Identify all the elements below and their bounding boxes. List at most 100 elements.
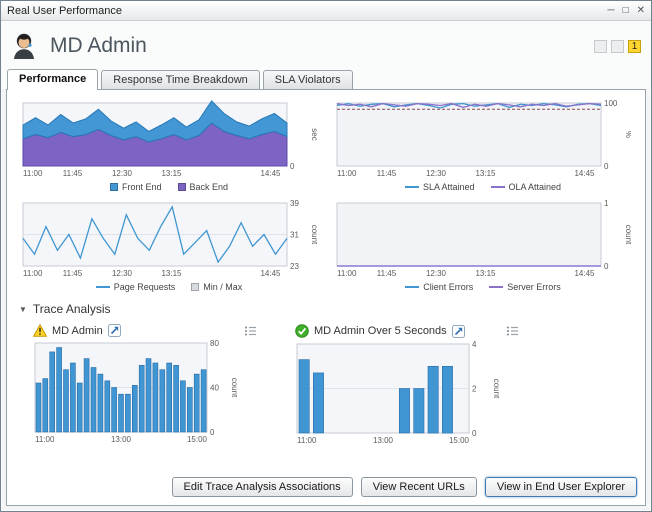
- svg-text:0: 0: [290, 162, 295, 171]
- svg-text:12:30: 12:30: [426, 169, 447, 178]
- view-in-end-user-explorer-button[interactable]: View in End User Explorer: [484, 477, 637, 497]
- page-requests-legend: Page Requests Min / Max: [95, 281, 242, 292]
- legend-item: Page Requests: [95, 281, 175, 292]
- minimize-icon[interactable]: ─: [607, 4, 615, 16]
- footer-button-bar: Edit Trace Analysis Associations View Re…: [7, 471, 645, 505]
- ok-icon: [295, 324, 309, 338]
- legend-item: Min / Max: [191, 281, 242, 292]
- svg-text:14:45: 14:45: [260, 169, 281, 178]
- tab-bar: Performance Response Time Breakdown SLA …: [1, 67, 651, 90]
- chart-menu-icon[interactable]: [244, 325, 257, 337]
- svg-text:13:00: 13:00: [373, 436, 394, 445]
- tab-performance[interactable]: Performance: [7, 69, 99, 90]
- svg-text:11:00: 11:00: [337, 169, 357, 178]
- svg-text:80: 80: [210, 340, 219, 348]
- response-time-chart: 0 11:00 11:45 12:30 13:15 14:45 sec: [22, 100, 317, 178]
- status-box-1: [594, 39, 607, 53]
- svg-text:11:45: 11:45: [63, 269, 83, 278]
- legend-swatch-icon: [109, 182, 118, 191]
- svg-text:13:00: 13:00: [111, 435, 132, 444]
- errors-chart: 0 1 11:00 11:45 12:30 13:15 14:45 count: [336, 200, 631, 278]
- performance-panel: 0 11:00 11:45 12:30 13:15 14:45 sec Front End B…: [6, 89, 646, 506]
- legend-swatch-icon: [405, 285, 420, 288]
- window-title: Real User Performance: [7, 4, 122, 17]
- chart-panel-errors: 0 1 11:00 11:45 12:30 13:15 14:45 count Client …: [333, 200, 633, 292]
- response-time-legend: Front End Back End: [109, 181, 228, 192]
- svg-text:11:00: 11:00: [23, 169, 43, 178]
- chart-panel-page-requests: 23 31 39 11:00 11:45 12:30 13:15 14:45 count Pag…: [19, 200, 319, 292]
- legend-item: Front End: [109, 181, 162, 192]
- svg-text:sec: sec: [310, 128, 317, 140]
- svg-text:count: count: [492, 379, 499, 399]
- tab-response-time-breakdown[interactable]: Response Time Breakdown: [101, 70, 260, 89]
- svg-text:11:00: 11:00: [35, 435, 55, 444]
- svg-text:14:45: 14:45: [260, 269, 281, 278]
- maximize-icon[interactable]: □: [622, 4, 629, 16]
- svg-text:11:45: 11:45: [63, 169, 83, 178]
- alert-count-badge[interactable]: 1: [628, 39, 641, 53]
- trace-over-5s-chart: 0 2 4 11:00 13:00 15:00 count: [296, 341, 499, 445]
- svg-text:11:45: 11:45: [377, 169, 397, 178]
- titlebar: Real User Performance ─ □ ✕: [1, 1, 651, 21]
- svg-text:4: 4: [472, 341, 477, 349]
- svg-text:14:45: 14:45: [574, 169, 595, 178]
- legend-item: SLA Attained: [404, 181, 475, 192]
- svg-text:11:00: 11:00: [337, 269, 357, 278]
- svg-text:12:30: 12:30: [112, 269, 133, 278]
- trace-analysis-label: Trace Analysis: [32, 302, 111, 316]
- svg-text:count: count: [310, 225, 317, 245]
- svg-text:12:30: 12:30: [426, 269, 447, 278]
- svg-text:0: 0: [604, 162, 609, 171]
- svg-text:13:15: 13:15: [161, 169, 182, 178]
- header: MD Admin 1: [1, 21, 651, 67]
- view-recent-urls-button[interactable]: View Recent URLs: [360, 477, 477, 497]
- user-avatar-icon: [11, 31, 41, 61]
- trace-panel-md-admin: MD Admin: [33, 324, 257, 445]
- svg-text:39: 39: [290, 200, 299, 208]
- svg-text:0: 0: [472, 429, 477, 438]
- warning-icon: [33, 324, 47, 337]
- trace-panel-md-admin-over-5s: MD Admin Over 5 Seconds: [295, 324, 519, 445]
- page-requests-chart: 23 31 39 11:00 11:45 12:30 13:15 14:45 count: [22, 200, 317, 278]
- drilldown-icon[interactable]: [451, 324, 465, 338]
- svg-text:11:00: 11:00: [297, 436, 317, 445]
- edit-trace-analysis-associations-button[interactable]: Edit Trace Analysis Associations: [171, 477, 353, 497]
- svg-text:12:30: 12:30: [112, 169, 133, 178]
- charts-grid: 0 11:00 11:45 12:30 13:15 14:45 sec Front End B…: [7, 90, 645, 296]
- svg-text:count: count: [230, 378, 237, 398]
- svg-text:%: %: [624, 131, 631, 138]
- svg-text:1: 1: [604, 200, 609, 208]
- tab-sla-violators[interactable]: SLA Violators: [262, 70, 353, 89]
- trace-chart-title: MD Admin Over 5 Seconds: [314, 325, 447, 337]
- chart-panel-response-time: 0 11:00 11:45 12:30 13:15 14:45 sec Front End B…: [19, 100, 319, 192]
- collapse-triangle-icon[interactable]: ▼: [19, 304, 27, 314]
- drilldown-icon[interactable]: [107, 324, 121, 337]
- chart-panel-sla-ola: 0 100 11:00 11:45 12:30 13:15 14:45% SLA Attai…: [333, 100, 633, 192]
- svg-text:13:15: 13:15: [475, 169, 496, 178]
- svg-text:13:15: 13:15: [475, 269, 496, 278]
- legend-swatch-icon: [95, 285, 110, 288]
- legend-swatch-icon: [404, 185, 419, 188]
- svg-text:40: 40: [210, 384, 219, 393]
- status-box-2: [611, 39, 624, 53]
- svg-text:0: 0: [210, 428, 215, 437]
- chart-menu-icon[interactable]: [506, 325, 519, 337]
- svg-text:31: 31: [290, 231, 299, 240]
- legend-item: OLA Attained: [490, 181, 561, 192]
- trace-md-admin-chart: 0 40 80 11:00 13:00 15:00 count: [34, 340, 237, 444]
- close-icon[interactable]: ✕: [636, 4, 645, 16]
- errors-legend: Client Errors Server Errors: [405, 281, 561, 292]
- trace-chart-title: MD Admin: [52, 324, 103, 337]
- svg-text:14:45: 14:45: [574, 269, 595, 278]
- sla-ola-chart: 0 100 11:00 11:45 12:30 13:15 14:45%: [336, 100, 631, 178]
- svg-text:11:00: 11:00: [23, 269, 43, 278]
- svg-text:2: 2: [472, 385, 477, 394]
- sla-ola-legend: SLA Attained OLA Attained: [404, 181, 561, 192]
- legend-swatch-icon: [177, 182, 186, 191]
- legend-swatch-icon: [191, 282, 200, 291]
- svg-text:15:00: 15:00: [449, 436, 470, 445]
- trace-analysis-section: ▼ Trace Analysis MD Admin: [7, 296, 645, 445]
- svg-text:13:15: 13:15: [161, 269, 182, 278]
- legend-item: Server Errors: [489, 281, 561, 292]
